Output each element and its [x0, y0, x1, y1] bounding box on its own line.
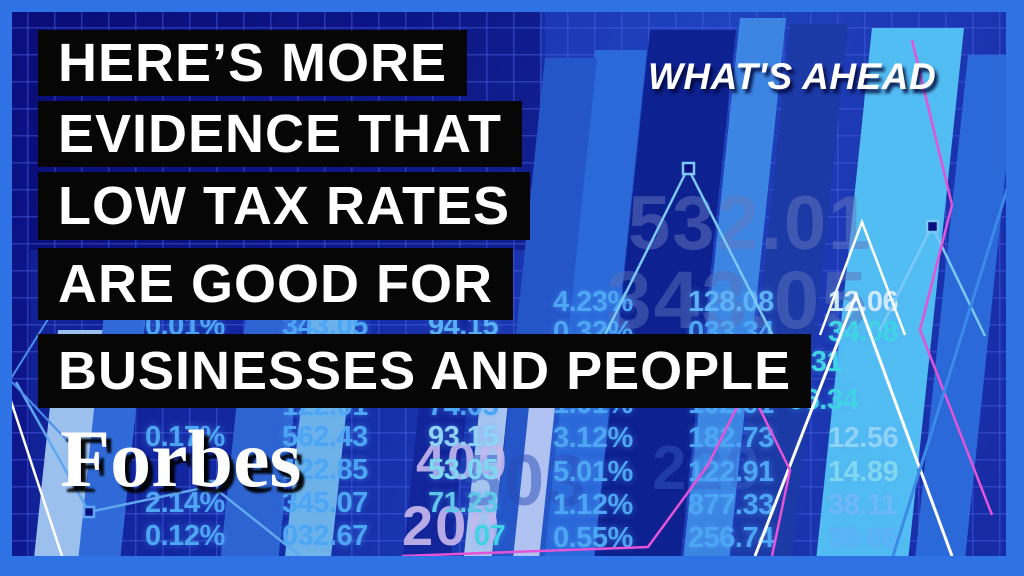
ticker-value: 0.12% [145, 520, 225, 552]
headline-text: HERE’S MORE [58, 33, 448, 93]
ticker-value: 4.23% [553, 286, 633, 318]
white-line-chart [818, 218, 907, 336]
ticker-value: 562.43 [282, 421, 368, 453]
headline-line-1: HERE’S MORE [38, 30, 468, 96]
magenta-line-chart [910, 39, 994, 516]
ticker-value: 53.05 [428, 454, 499, 486]
ticker-value: 0.17% [145, 421, 225, 453]
ghost-number: 503 [462, 441, 589, 521]
ticker-value: 14.89 [828, 456, 899, 488]
headline-text: ARE GOOD FOR [58, 254, 494, 314]
cyan-line-chart [598, 165, 782, 351]
frame-edge [0, 556, 1024, 576]
ticker-value: 877.33 [688, 489, 774, 521]
headline-text: LOW TAX RATES [58, 176, 510, 236]
ghost-number: 200 [402, 494, 502, 557]
ticker-value: 34.08 [828, 316, 899, 348]
ticker-value: 5.01% [553, 456, 633, 488]
headline-line-4: ARE GOOD FOR [38, 248, 514, 320]
headline-line-3: LOW TAX RATES [38, 172, 530, 240]
ticker-value: 1.12% [553, 489, 633, 521]
frame-edge [0, 0, 1024, 12]
cyan-line-chart [14, 381, 301, 557]
ticker-value: 032.67 [282, 520, 368, 552]
ticker-value: 12.56 [828, 422, 899, 454]
ticker-value: 256.74 [688, 522, 774, 554]
magenta-line-chart [401, 382, 792, 558]
line-marker-icon [925, 219, 940, 234]
headline-line-5: BUSINESSES AND PEOPLE [38, 334, 812, 408]
ticker-value: 71.23 [428, 487, 499, 519]
ticker-value: 345.07 [282, 487, 368, 519]
ghost-number: 400 [416, 433, 509, 491]
headline-text: BUSINESSES AND PEOPLE [58, 341, 792, 401]
ticker-value: 122.85 [282, 454, 368, 486]
line-marker-icon [681, 161, 696, 176]
ticker-value: 182.73 [688, 422, 774, 454]
line-marker-icon [82, 505, 96, 519]
ticker-value: 3.12% [553, 422, 633, 454]
ticker-value: 30.06 [828, 522, 899, 554]
forbes-logo: Forbes [60, 413, 302, 504]
series-kicker: WHAT'S AHEAD [648, 56, 937, 97]
ticker-value: 38.11 [828, 489, 897, 521]
ghost-number: 532.01 [628, 181, 873, 266]
frame-edge [0, 0, 12, 576]
ticker-value: 93.15 [428, 421, 499, 453]
line-marker-icon [205, 479, 219, 493]
frame-edge [1006, 0, 1024, 576]
ticker-value: 2.14% [145, 487, 225, 519]
headline-line-2: EVIDENCE THAT [38, 101, 523, 167]
headline-text: EVIDENCE THAT [58, 104, 503, 164]
ticker-fragment: 07 [474, 520, 506, 552]
blue-diagonal-line [891, 179, 1012, 557]
white-diagonal-line [6, 391, 64, 557]
